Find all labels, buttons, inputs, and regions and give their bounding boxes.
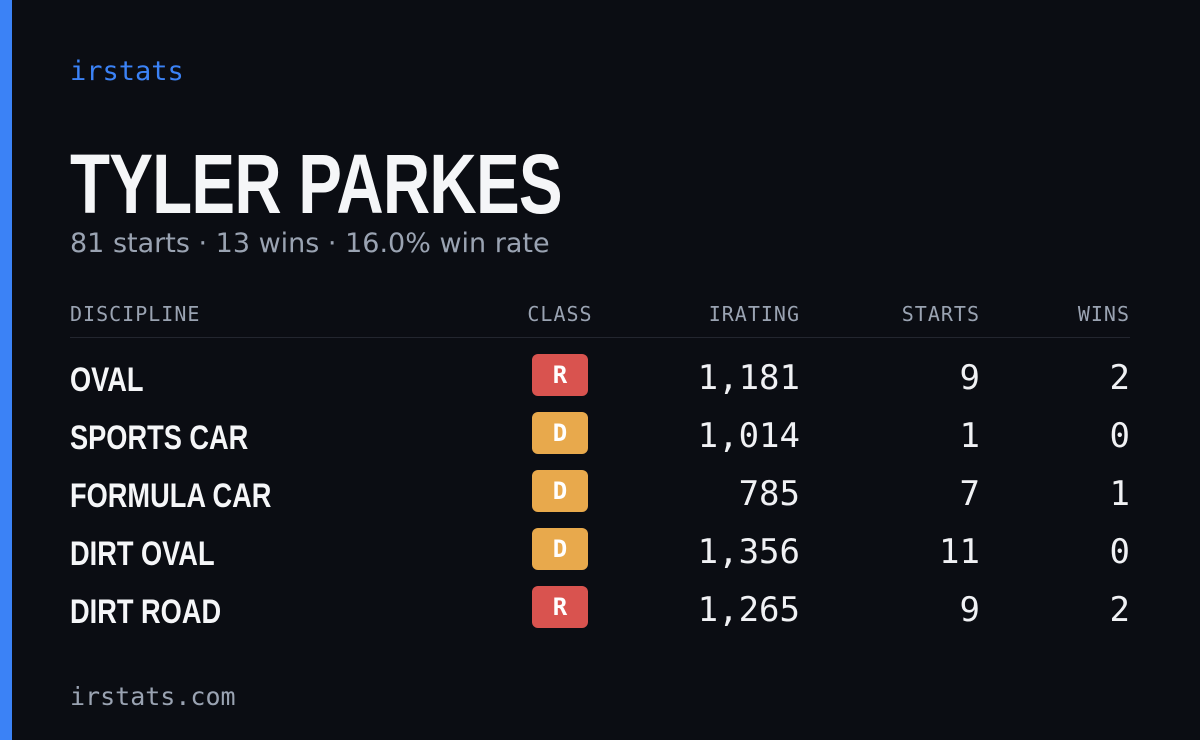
- irating: 1,014: [697, 416, 800, 456]
- irating: 1,265: [697, 590, 800, 630]
- column-header: IRATING: [708, 302, 800, 326]
- column-header: CLASS: [527, 302, 593, 326]
- wins: 2: [1109, 590, 1130, 630]
- class-badge: R: [532, 586, 588, 628]
- starts: 1: [959, 416, 980, 456]
- class-badge: D: [532, 470, 588, 512]
- discipline: FORMULA CAR: [70, 477, 272, 515]
- irating: 785: [738, 474, 800, 514]
- wins: 0: [1109, 416, 1130, 456]
- class-badge: R: [532, 354, 588, 396]
- wins: 1: [1109, 474, 1130, 514]
- class-badge: D: [532, 412, 588, 454]
- irating: 1,181: [697, 358, 800, 398]
- footer-url: irstats.com: [70, 682, 236, 711]
- wins: 0: [1109, 532, 1130, 572]
- driver-name: TYLER PARKES: [70, 137, 563, 231]
- header-rule: [70, 337, 1130, 338]
- discipline: DIRT ROAD: [70, 593, 222, 631]
- starts: 9: [959, 358, 980, 398]
- class-badge: D: [532, 528, 588, 570]
- discipline: OVAL: [70, 361, 144, 399]
- starts: 9: [959, 590, 980, 630]
- brand: irstats: [70, 56, 184, 87]
- accent-stripe: [0, 0, 12, 740]
- discipline: DIRT OVAL: [70, 535, 215, 573]
- starts: 11: [939, 532, 980, 572]
- starts: 7: [959, 474, 980, 514]
- wins: 2: [1109, 358, 1130, 398]
- driver-summary: 81 starts · 13 wins · 16.0% win rate: [70, 228, 550, 259]
- irating: 1,356: [697, 532, 800, 572]
- column-header: WINS: [1077, 302, 1130, 326]
- column-header: DISCIPLINE: [70, 302, 201, 326]
- discipline: SPORTS CAR: [70, 419, 249, 457]
- column-header: STARTS: [901, 302, 980, 326]
